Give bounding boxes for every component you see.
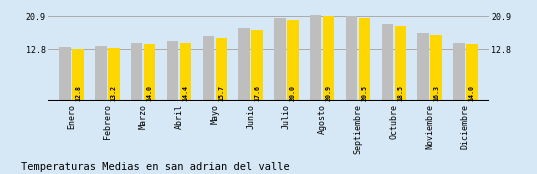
Bar (108, 48, 120, 101)
Text: 15.7: 15.7 (218, 85, 224, 101)
Text: 16.3: 16.3 (433, 85, 439, 101)
Bar (95, 46, 107, 101)
Bar (202, 36, 214, 101)
Bar (180, 43, 191, 101)
Text: 18.5: 18.5 (397, 85, 403, 101)
Bar (382, 24, 393, 101)
Bar (60, 47, 71, 101)
Text: Temperaturas Medias en san adrian del valle: Temperaturas Medias en san adrian del va… (21, 162, 290, 172)
Bar (251, 30, 263, 101)
Bar (167, 41, 178, 101)
Bar (453, 43, 465, 101)
Bar (395, 26, 406, 101)
Bar (417, 33, 429, 101)
Bar (346, 16, 357, 101)
Bar (144, 44, 155, 101)
Text: 17.6: 17.6 (254, 85, 260, 101)
Bar (310, 15, 322, 101)
Bar (215, 38, 227, 101)
Bar (238, 28, 250, 101)
Text: 20.5: 20.5 (361, 85, 367, 101)
Text: 20.9: 20.9 (325, 85, 332, 101)
Text: 14.0: 14.0 (469, 85, 475, 101)
Bar (131, 43, 142, 101)
Bar (359, 18, 370, 101)
Text: 13.2: 13.2 (111, 85, 117, 101)
Bar (287, 20, 299, 101)
Bar (72, 49, 84, 101)
Bar (430, 35, 442, 101)
Text: 12.8: 12.8 (75, 85, 81, 101)
Bar (323, 17, 335, 101)
Bar (274, 18, 286, 101)
Bar (466, 44, 477, 101)
Text: 20.0: 20.0 (290, 85, 296, 101)
Text: 14.0: 14.0 (147, 85, 153, 101)
Text: 14.4: 14.4 (183, 85, 188, 101)
